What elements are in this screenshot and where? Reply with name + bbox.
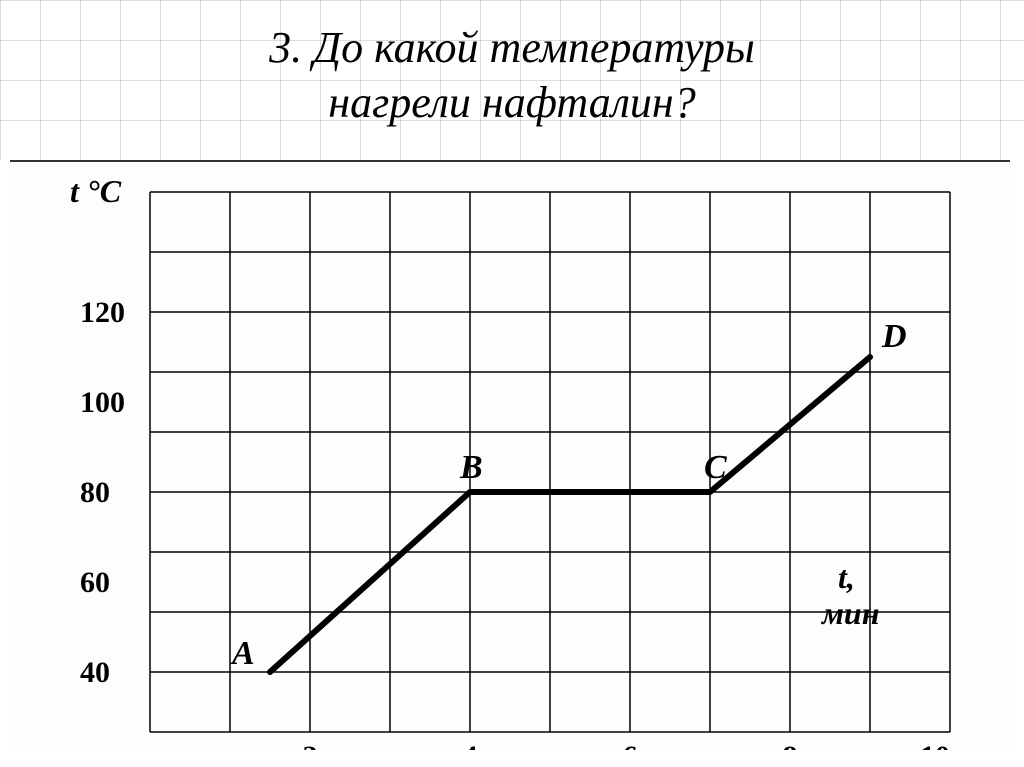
y-tick-label: 40 <box>80 656 110 689</box>
x-tick-label: 4 <box>463 740 478 750</box>
chart-background <box>10 162 1010 750</box>
question-title: 3. До какой температуры нагрели нафталин… <box>0 20 1024 130</box>
x-tick-label: 8 <box>783 740 798 750</box>
point-label-A: A <box>230 635 255 672</box>
x-axis-label-line1: t, <box>838 559 855 595</box>
title-line-2: нагрели нафталин? <box>328 78 695 127</box>
point-label-B: B <box>459 449 483 486</box>
y-axis-label: t °C <box>70 173 122 209</box>
heating-chart: 40 60 80 100 120 2 4 6 8 10 t °C t,мин A B C D <box>10 162 1010 750</box>
y-tick-label: 100 <box>80 386 125 419</box>
x-axis-label-line2: мин <box>820 595 879 631</box>
chart-container: 40 60 80 100 120 2 4 6 8 10 t °C t,мин A B C D <box>10 160 1010 752</box>
x-tick-label: 2 <box>303 740 318 750</box>
y-tick-label: 80 <box>80 476 110 509</box>
point-label-C: C <box>704 449 727 486</box>
x-tick-label: 6 <box>623 740 638 750</box>
point-label-D: D <box>881 318 907 355</box>
y-tick-label: 60 <box>80 566 110 599</box>
y-tick-label: 120 <box>80 296 125 329</box>
title-line-1: 3. До какой температуры <box>269 23 755 72</box>
x-tick-label: 10 <box>920 740 950 750</box>
page: 3. До какой температуры нагрели нафталин… <box>0 0 1024 767</box>
